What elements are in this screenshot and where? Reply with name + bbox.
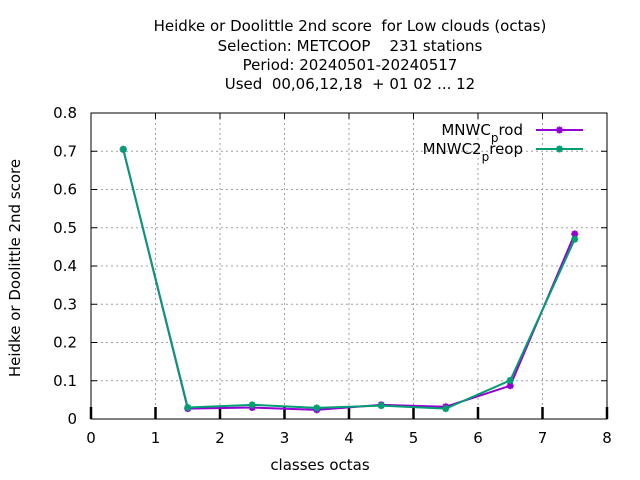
y-tick-label: 0.6: [53, 181, 77, 199]
x-axis-label: classes octas: [270, 456, 370, 474]
x-tick-label: 7: [538, 429, 548, 447]
data-point: [506, 382, 514, 390]
x-tick-label: 0: [86, 429, 96, 447]
data-point: [119, 145, 127, 153]
y-tick-label: 0.2: [53, 334, 77, 352]
data-point: [313, 404, 321, 412]
title-line-2: Selection: METCOOP 231 stations: [217, 37, 483, 55]
data-point: [506, 376, 514, 384]
y-tick-label: 0.3: [53, 295, 77, 313]
legend-marker: [556, 126, 563, 134]
data-point: [248, 401, 256, 409]
y-tick-label: 0.8: [53, 104, 77, 122]
y-tick-label: 0.1: [53, 372, 77, 390]
legend-label: MNWCprod: [441, 121, 523, 145]
legend-label: MNWC2preop: [423, 140, 523, 164]
y-tick-label: 0.7: [53, 142, 77, 160]
data-point: [377, 402, 385, 410]
title-line-1: Heidke or Doolittle 2nd score for Low cl…: [153, 17, 547, 35]
series-line: [122, 149, 576, 410]
x-tick-label: 1: [151, 429, 161, 447]
data-point: [571, 235, 579, 243]
x-tick-label: 6: [473, 429, 483, 447]
x-tick-label: 4: [344, 429, 354, 447]
data-point: [571, 230, 579, 238]
data-point: [184, 404, 192, 412]
title-line-3: Period: 20240501-20240517: [242, 56, 458, 74]
y-tick-label: 0.5: [53, 219, 77, 237]
y-tick-label: 0.4: [53, 257, 77, 275]
x-tick-label: 5: [409, 429, 419, 447]
x-tick-label: 3: [280, 429, 290, 447]
legend-marker: [556, 145, 563, 153]
y-axis-label: Heidke or Doolittle 2nd score: [6, 158, 24, 378]
y-tick-label: 0: [67, 410, 77, 428]
x-tick-label: 8: [602, 429, 612, 447]
x-tick-label: 2: [215, 429, 225, 447]
data-point: [442, 405, 450, 413]
title-line-4: Used 00,06,12,18 + 01 02 ... 12: [224, 75, 476, 93]
